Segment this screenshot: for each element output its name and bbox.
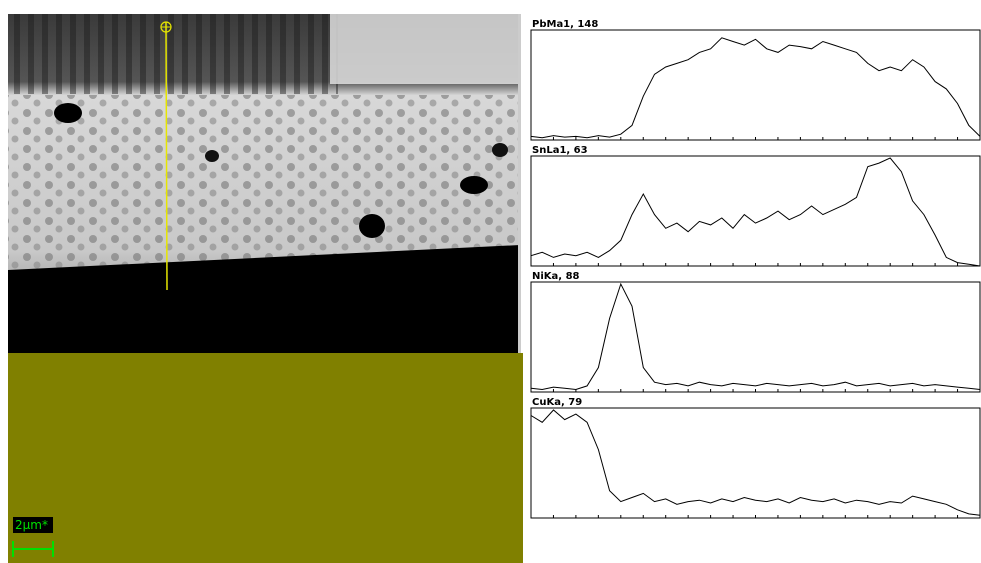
plot-title: NiKa, 88 — [532, 271, 580, 282]
plot-frame — [531, 30, 980, 140]
olive-panel — [8, 353, 523, 563]
plot-title: SnLa1, 63 — [532, 145, 588, 156]
linescan-window: 2µm* PbMa1, 148 SnLa1, 63 NiKa, 88 CuKa, 79 — [0, 0, 981, 563]
page: 2µm* PbMa1, 148 SnLa1, 63 NiKa, 88 CuKa, 79… — [0, 0, 981, 563]
scale-bar-label: 2µm* — [15, 518, 48, 532]
plot-frame — [531, 156, 980, 266]
plot-title: CuKa, 79 — [532, 397, 582, 408]
sem-image — [8, 14, 521, 353]
plot-title: PbMa1, 148 — [532, 19, 598, 30]
plot-frame — [531, 282, 980, 392]
plot-frame — [531, 408, 980, 518]
